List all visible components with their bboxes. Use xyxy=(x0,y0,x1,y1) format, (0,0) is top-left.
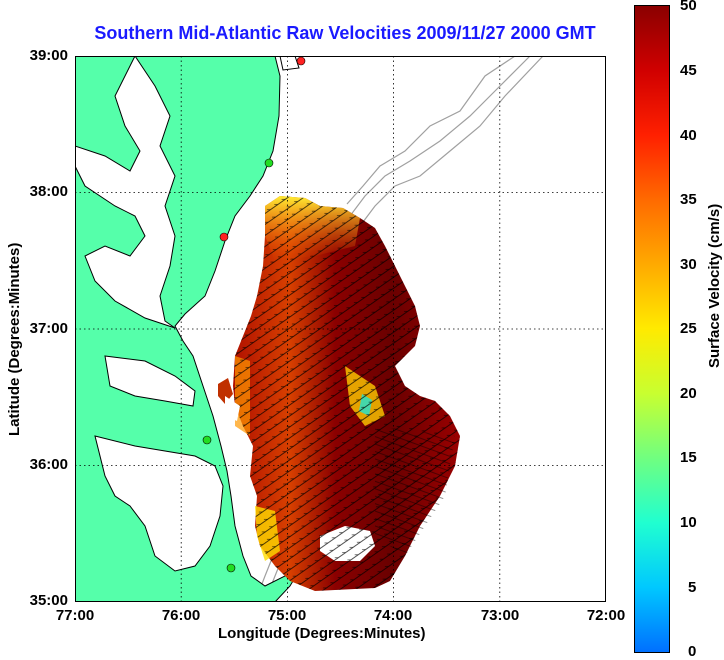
station-marker xyxy=(296,56,306,66)
colorbar-tick-label: 50 xyxy=(680,0,697,14)
map-plot xyxy=(75,56,606,602)
colorbar-tick-label: 0 xyxy=(688,643,697,660)
y-tick-label: 39:00 xyxy=(29,47,68,64)
colorbar-tick-label: 25 xyxy=(680,320,697,337)
x-tick-label: 72:00 xyxy=(586,607,626,624)
colorbar-tick-label: 15 xyxy=(680,449,697,466)
y-tick-label: 36:00 xyxy=(29,456,68,473)
colorbar-tick-label: 40 xyxy=(680,127,697,144)
x-tick-label: 76:00 xyxy=(161,607,201,624)
velocity-field xyxy=(218,196,460,591)
x-tick-label: 73:00 xyxy=(480,607,520,624)
station-marker xyxy=(219,232,229,242)
x-axis-label: Longitude (Degrees:Minutes) xyxy=(218,625,426,642)
x-tick-label: 77:00 xyxy=(55,607,95,624)
colorbar-tick-label: 10 xyxy=(680,514,697,531)
y-tick-label: 35:00 xyxy=(29,592,68,609)
y-tick-label: 38:00 xyxy=(29,183,68,200)
colorbar-tick-label: 45 xyxy=(680,62,697,79)
chesapeake-bay xyxy=(75,56,176,329)
plot-frame xyxy=(75,56,606,602)
station-marker xyxy=(264,158,274,168)
colorbar xyxy=(634,5,670,653)
map-title: Southern Mid-Atlantic Raw Velocities 200… xyxy=(94,23,596,43)
station-marker xyxy=(202,435,212,445)
y-axis-label: Latitude (Degrees:Minutes) xyxy=(6,242,23,436)
colorbar-tick-label: 30 xyxy=(680,256,697,273)
y-tick-label: 37:00 xyxy=(29,320,68,337)
colorbar-tick-label: 5 xyxy=(688,579,697,596)
pamlico-sound xyxy=(94,435,224,572)
colorbar-label: Surface Velocity (cm/s) xyxy=(706,203,723,368)
colorbar-tick-label: 35 xyxy=(680,191,697,208)
colorbar-tick-label: 20 xyxy=(680,385,697,402)
x-tick-label: 74:00 xyxy=(373,607,413,624)
station-marker xyxy=(226,563,236,573)
grid-lines xyxy=(75,56,606,602)
x-tick-label: 75:00 xyxy=(267,607,307,624)
